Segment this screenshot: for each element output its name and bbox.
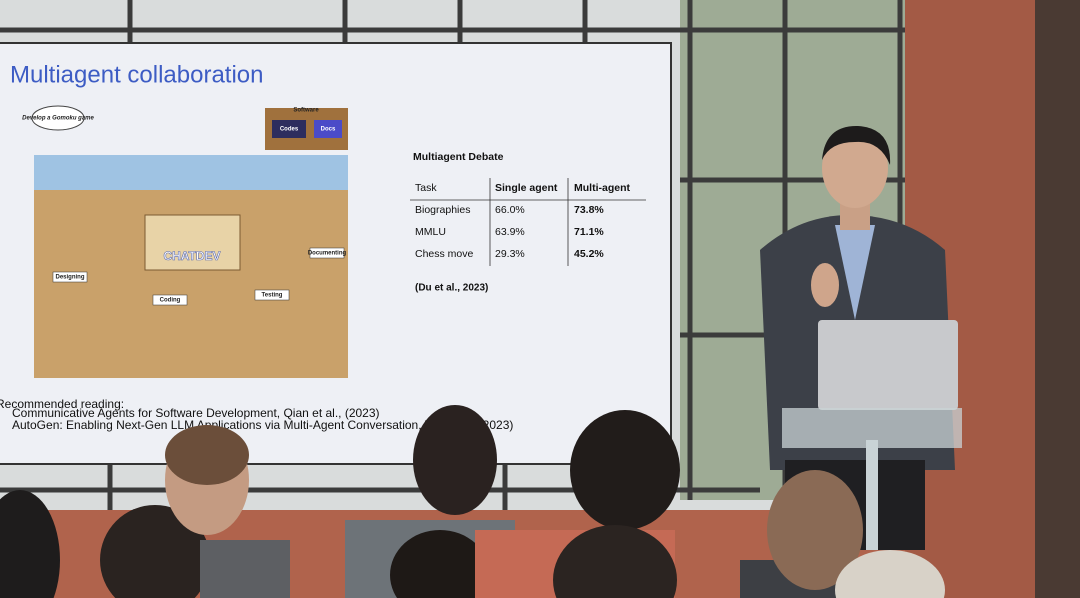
- table-cell: 63.9%: [495, 226, 525, 238]
- sign: CHATDEV: [163, 249, 220, 263]
- speech-bubble: [31, 105, 85, 131]
- room-sign: [52, 271, 88, 283]
- laptop: [818, 320, 958, 410]
- reading-item: AutoGen: Enabling Next-Gen LLM Applicati…: [12, 418, 513, 432]
- reading-item: Communicative Agents for Software Develo…: [12, 406, 380, 420]
- slide-title: Multiagent collaboration: [10, 61, 264, 88]
- room-sign: [254, 289, 290, 301]
- room-label: Testing: [262, 293, 283, 299]
- docs-screen: [314, 120, 342, 138]
- table-cell: 29.3%: [495, 248, 525, 260]
- room-label: Designing: [55, 275, 84, 281]
- illustration-rug: [144, 214, 241, 271]
- table-header: Single agent: [495, 182, 558, 194]
- table-header: Task: [415, 182, 437, 194]
- docs-label: Docs: [321, 127, 336, 133]
- room-label: Documenting: [308, 251, 347, 257]
- codes-screen: [272, 120, 306, 138]
- table-cell: MMLU: [415, 226, 446, 238]
- software-label: Software: [293, 108, 319, 114]
- table-title: Multiagent Debate: [413, 151, 504, 163]
- room-label: Coding: [160, 298, 181, 304]
- window-frames: [0, 0, 905, 530]
- table-cell: 45.2%: [574, 248, 604, 260]
- reading-heading: Recommended reading:: [0, 397, 124, 411]
- audience: [0, 405, 945, 598]
- table-cell: 71.1%: [574, 226, 604, 238]
- podium-stand: [866, 440, 878, 550]
- table-cell: 73.8%: [574, 204, 604, 216]
- table-cell: Biographies: [415, 204, 470, 216]
- table-cell: 66.0%: [495, 204, 525, 216]
- table-cell: Chess move: [415, 248, 474, 260]
- room-sign: [152, 294, 188, 306]
- pillar: [1035, 0, 1080, 598]
- table-header: Multi-agent: [574, 182, 630, 194]
- room-sign: [309, 247, 345, 259]
- bubble-text: Develop a Gomoku game: [22, 116, 94, 122]
- citation: (Du et al., 2023): [415, 283, 488, 294]
- illustration-wall: [34, 155, 348, 190]
- codes-label: Codes: [280, 127, 299, 133]
